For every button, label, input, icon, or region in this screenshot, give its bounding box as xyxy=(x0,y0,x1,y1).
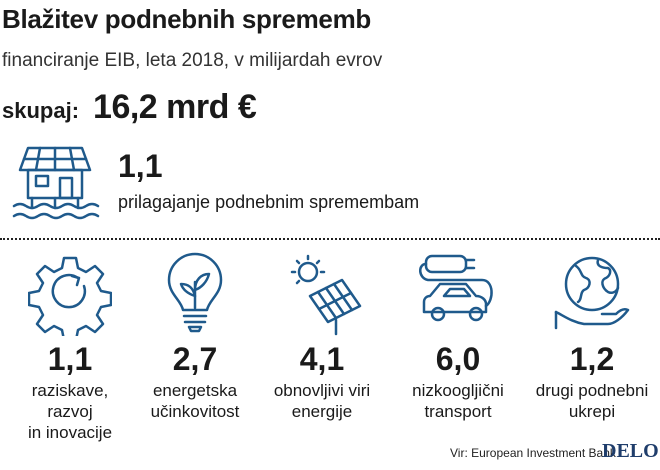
category-efficiency: 2,7 energetska učinkovitost xyxy=(130,252,260,422)
category-label: energetska učinkovitost xyxy=(130,380,260,422)
globe-hand-icon xyxy=(554,256,630,330)
label-line: obnovljivi viri xyxy=(273,381,371,400)
category-label: drugi podnebni ukrepi xyxy=(527,380,657,422)
adaptation-value: 1,1 xyxy=(118,148,163,184)
dotted-divider xyxy=(0,238,660,240)
gear-cycle-icon xyxy=(28,256,112,336)
total-label: skupaj: xyxy=(2,98,80,123)
category-transport: 6,0 nizkoogljični transport xyxy=(393,252,523,422)
category-renewables: 4,1 obnovljivi viri energije xyxy=(257,252,387,422)
category-label: raziskave, razvoj in inovacije xyxy=(5,380,135,443)
solar-panel-sun-icon xyxy=(290,254,362,336)
brand-logo: DELO xyxy=(602,440,659,462)
category-other: 1,2 drugi podnebni ukrepi xyxy=(527,252,657,422)
category-value: 4,1 xyxy=(299,341,345,377)
electric-car-icon xyxy=(419,254,493,322)
source-note: Vir: European Investment Bank xyxy=(450,446,616,460)
page-title: Blažitev podnebnih sprememb xyxy=(2,4,371,34)
page-subtitle: financiranje EIB, leta 2018, v milijarda… xyxy=(2,50,383,71)
label-line: energetska xyxy=(152,381,238,400)
label-line: drugi podnebni xyxy=(535,381,649,400)
category-label: nizkoogljični transport xyxy=(393,380,523,422)
label-line: in inovacije xyxy=(27,423,113,442)
label-line: nizkoogljični xyxy=(412,381,504,400)
light-bulb-leaf-icon xyxy=(167,252,223,333)
category-value: 6,0 xyxy=(435,341,481,377)
category-value: 1,2 xyxy=(569,341,615,377)
category-value: 1,1 xyxy=(47,341,93,377)
label-line: transport xyxy=(424,402,492,421)
label-line: učinkovitost xyxy=(150,402,240,421)
adaptation-label: prilagajanje podnebnim spremembam xyxy=(118,192,420,212)
total-value: 16,2 mrd € xyxy=(93,88,257,126)
category-research: 1,1 raziskave, razvoj in inovacije xyxy=(5,252,135,443)
label-line: razvoj xyxy=(47,402,93,421)
label-line: raziskave, xyxy=(31,381,109,400)
total-row: skupaj: 16,2 mrd € xyxy=(2,88,257,127)
category-label: obnovljivi viri energije xyxy=(257,380,387,422)
label-line: ukrepi xyxy=(568,402,616,421)
label-line: energije xyxy=(291,402,353,421)
house-on-water-icon xyxy=(12,146,100,220)
category-value: 2,7 xyxy=(172,341,218,377)
